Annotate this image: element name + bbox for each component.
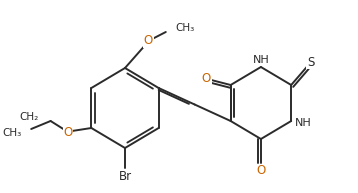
Text: NH: NH: [295, 118, 311, 128]
Text: O: O: [144, 35, 153, 47]
Text: O: O: [256, 164, 266, 178]
Text: O: O: [63, 125, 73, 139]
Text: CH₂: CH₂: [20, 112, 39, 122]
Text: CH₃: CH₃: [2, 128, 21, 138]
Text: S: S: [307, 56, 314, 69]
Text: Br: Br: [118, 169, 132, 183]
Text: O: O: [202, 71, 211, 85]
Text: CH₃: CH₃: [175, 23, 195, 33]
Text: NH: NH: [252, 55, 269, 65]
